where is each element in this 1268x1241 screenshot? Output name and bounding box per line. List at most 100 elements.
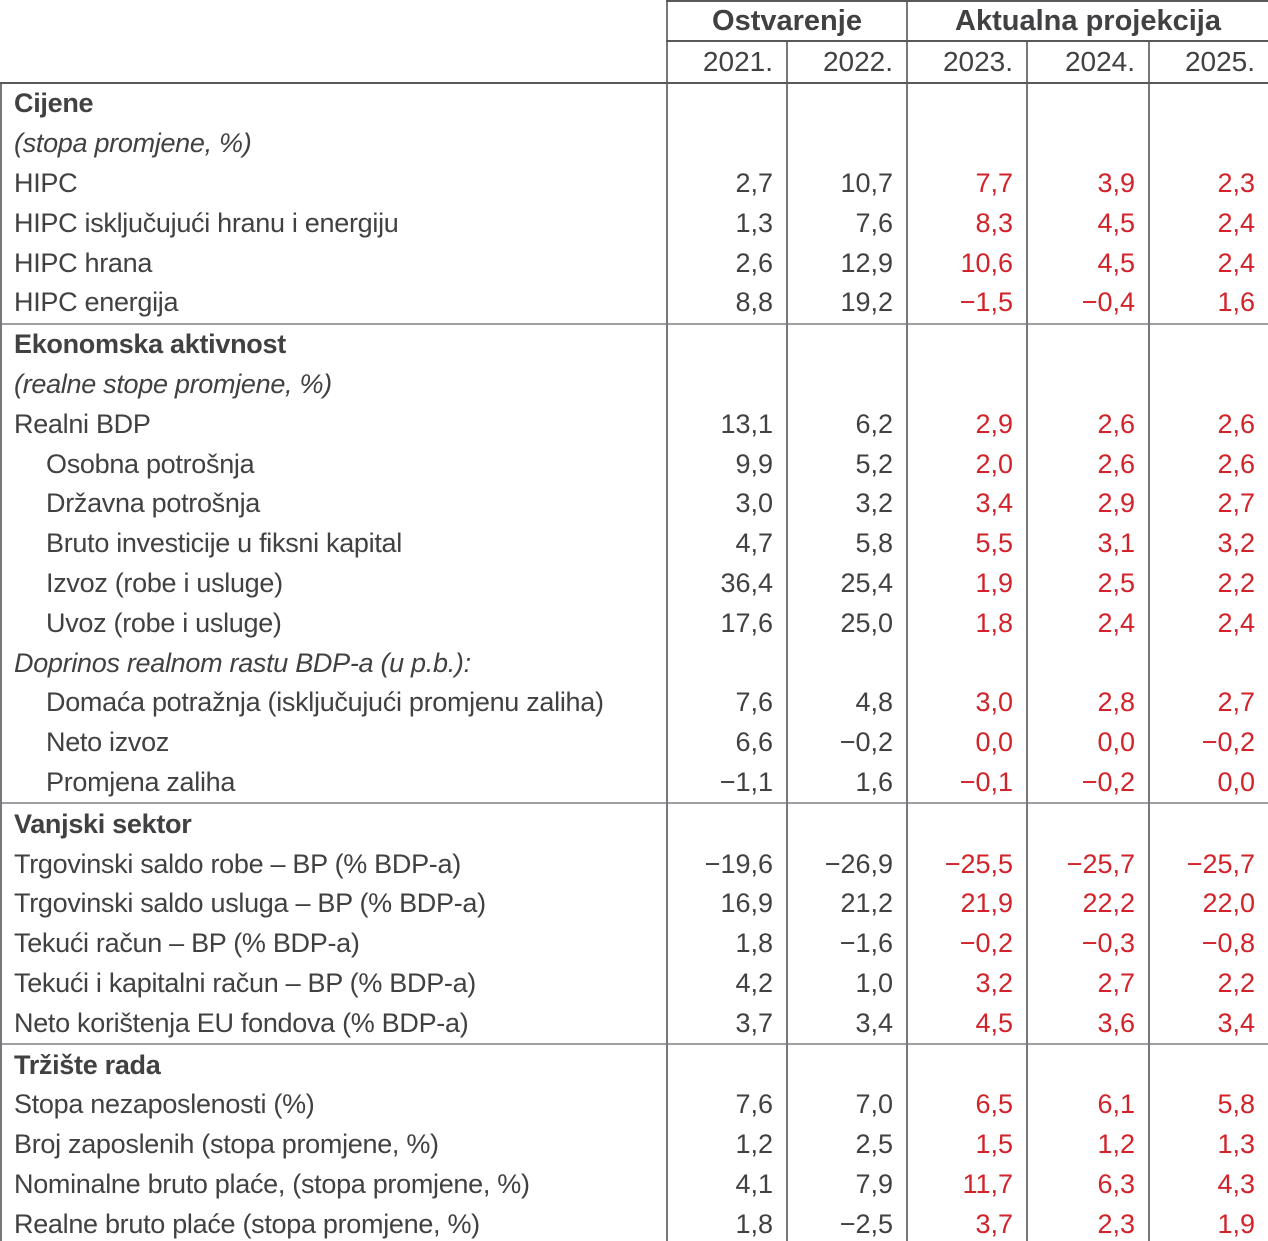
- table-row: Realne bruto plaće (stopa promjene, %) 1,…: [0, 1204, 1268, 1241]
- projection-value-cell: 21,9: [906, 883, 1028, 924]
- table-row: Tekući i kapitalni račun – BP (% BDP-a) 4…: [0, 963, 1268, 1004]
- row-label: HIPC isključujući hranu i energiju: [0, 203, 667, 244]
- projection-value-cell: [906, 802, 1028, 845]
- projection-value-cell: 5,5: [906, 523, 1028, 564]
- projection-value-cell: [1148, 364, 1268, 405]
- row-label: HIPC hrana: [0, 243, 667, 283]
- actual-value-cell: 3,2: [785, 483, 908, 524]
- table-row: Uvoz (robe i usluge) 17,6 25,0 1,8 2,4 2,4: [0, 603, 1268, 644]
- table-row: Promjena zaliha −1,1 1,6 −0,1 −0,2 0,0: [0, 762, 1268, 804]
- projection-value-cell: 2,4: [1148, 603, 1268, 644]
- actual-value-cell: 3,0: [666, 483, 787, 524]
- table-row: (stopa promjene, %): [0, 123, 1268, 164]
- projection-value-cell: 2,6: [1148, 404, 1268, 445]
- table-row: Tržište rada: [0, 1043, 1268, 1085]
- table-row: Trgovinski saldo robe – BP (% BDP-a) −19,…: [0, 844, 1268, 884]
- table-row: HIPC 2,7 10,7 7,7 3,9 2,3: [0, 163, 1268, 204]
- year-header-2025: 2025.: [1148, 41, 1268, 84]
- actual-value-cell: 2,6: [666, 243, 787, 283]
- row-label: Uvoz (robe i usluge): [0, 603, 667, 644]
- actual-value-cell: 7,9: [785, 1164, 908, 1205]
- projection-value-cell: 2,6: [1148, 444, 1268, 484]
- projection-value-cell: 1,2: [1026, 1124, 1150, 1165]
- projection-value-cell: 3,0: [906, 682, 1028, 723]
- table-row: Neto izvoz 6,6 −0,2 0,0 0,0 −0,2: [0, 722, 1268, 763]
- actual-value-cell: 25,4: [785, 563, 908, 604]
- row-label: (stopa promjene, %): [0, 123, 667, 164]
- row-label: Tržište rada: [0, 1043, 667, 1085]
- projection-value-cell: [1148, 322, 1268, 365]
- projection-value-cell: 22,0: [1148, 883, 1268, 924]
- header-group-row: Ostvarenje Aktualna projekcija: [1, 0, 1268, 42]
- actual-value-cell: 3,7: [666, 1003, 787, 1045]
- projection-value-cell: −0,2: [1026, 762, 1150, 804]
- actual-value-cell: 7,0: [785, 1084, 908, 1125]
- actual-value-cell: −26,9: [785, 844, 908, 884]
- projection-value-cell: [1148, 643, 1268, 683]
- actual-value-cell: [785, 802, 908, 845]
- actual-value-cell: 5,8: [785, 523, 908, 564]
- header-years-row: 2021. 2022. 2023. 2024. 2025.: [1, 41, 1268, 84]
- projection-value-cell: [1026, 364, 1150, 405]
- actual-value-cell: 6,6: [666, 722, 787, 763]
- actual-value-cell: 1,3: [666, 203, 787, 244]
- projection-value-cell: −1,5: [906, 282, 1028, 324]
- actual-value-cell: 7,6: [785, 203, 908, 244]
- actual-value-cell: 10,7: [785, 163, 908, 204]
- projection-value-cell: 3,9: [1026, 163, 1150, 204]
- actual-value-cell: [666, 643, 787, 683]
- projection-value-cell: 8,3: [906, 203, 1028, 244]
- projection-value-cell: [1148, 123, 1268, 164]
- row-label: Osobna potrošnja: [0, 444, 667, 484]
- table-row: Stopa nezaposlenosti (%) 7,6 7,0 6,5 6,1 5,8: [0, 1084, 1268, 1125]
- projection-value-cell: −0,3: [1026, 923, 1150, 964]
- row-label: HIPC energija: [0, 282, 667, 324]
- actual-value-cell: 8,8: [666, 282, 787, 324]
- projection-value-cell: −0,8: [1148, 923, 1268, 964]
- row-label: Trgovinski saldo robe – BP (% BDP-a): [0, 844, 667, 884]
- actual-value-cell: 4,2: [666, 963, 787, 1004]
- actual-value-cell: −2,5: [785, 1204, 908, 1241]
- projection-value-cell: 4,5: [1026, 203, 1150, 244]
- row-label: Vanjski sektor: [0, 802, 667, 845]
- actual-value-cell: [785, 123, 908, 164]
- row-label: Doprinos realnom rastu BDP-a (u p.b.):: [0, 643, 667, 683]
- actual-value-cell: [666, 1043, 787, 1085]
- actual-value-cell: 4,1: [666, 1164, 787, 1205]
- projection-value-cell: 6,5: [906, 1084, 1028, 1125]
- projection-value-cell: 0,0: [906, 722, 1028, 763]
- table-row: (realne stope promjene, %): [0, 364, 1268, 405]
- projection-value-cell: 2,3: [1148, 163, 1268, 204]
- projection-value-cell: 22,2: [1026, 883, 1150, 924]
- projection-value-cell: 11,7: [906, 1164, 1028, 1205]
- row-label: Nominalne bruto plaće, (stopa promjene, …: [0, 1164, 667, 1205]
- table-row: Cijene: [0, 83, 1268, 124]
- row-label: Realni BDP: [0, 404, 667, 445]
- actual-value-cell: −0,2: [785, 722, 908, 763]
- row-label: Promjena zaliha: [0, 762, 667, 804]
- table-row: Broj zaposlenih (stopa promjene, %) 1,2 2,…: [0, 1124, 1268, 1165]
- actual-value-cell: 1,6: [785, 762, 908, 804]
- table-row: Trgovinski saldo usluga – BP (% BDP-a) 16…: [0, 883, 1268, 924]
- year-header-2023: 2023.: [906, 41, 1028, 84]
- actual-value-cell: 4,7: [666, 523, 787, 564]
- table-row: HIPC isključujući hranu i energiju 1,3 7,6…: [0, 203, 1268, 244]
- header-corner-cell: [1, 1, 667, 41]
- projection-value-cell: 1,9: [1148, 1204, 1268, 1241]
- projection-value-cell: [906, 364, 1028, 405]
- projection-value-cell: 2,7: [1148, 483, 1268, 524]
- projection-value-cell: 3,7: [906, 1204, 1028, 1241]
- projection-value-cell: 4,5: [1026, 243, 1150, 283]
- actual-value-cell: 25,0: [785, 603, 908, 644]
- projection-value-cell: 1,6: [1148, 282, 1268, 324]
- table-row: HIPC energija 8,8 19,2 −1,5 −0,4 1,6: [0, 282, 1268, 324]
- table-row: Realni BDP 13,1 6,2 2,9 2,6 2,6: [0, 404, 1268, 445]
- projection-value-cell: [906, 1043, 1028, 1085]
- actual-value-cell: [785, 1043, 908, 1085]
- actual-value-cell: 1,0: [785, 963, 908, 1004]
- projection-value-cell: 3,4: [906, 483, 1028, 524]
- table-row: HIPC hrana 2,6 12,9 10,6 4,5 2,4: [0, 243, 1268, 283]
- projection-value-cell: −25,7: [1148, 844, 1268, 884]
- actual-value-cell: 36,4: [666, 563, 787, 604]
- actual-value-cell: 6,2: [785, 404, 908, 445]
